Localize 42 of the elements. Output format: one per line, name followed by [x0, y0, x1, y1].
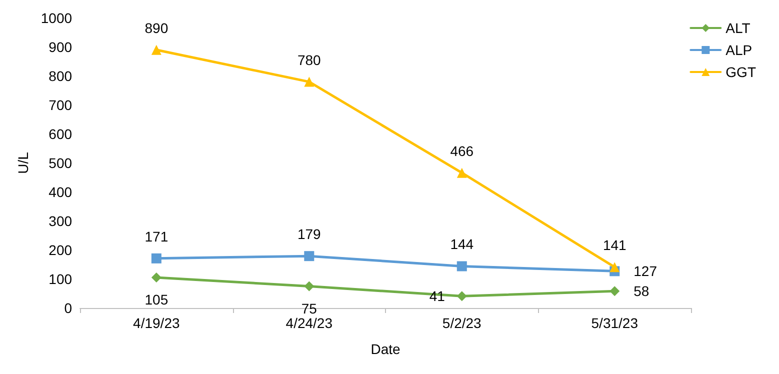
data-label: 127: [634, 263, 658, 280]
y-tick-label: 500: [48, 155, 72, 171]
legend-label: ALP: [726, 42, 752, 58]
legend-label: ALT: [726, 20, 751, 36]
y-tick-label: 200: [48, 242, 72, 258]
data-label: 780: [297, 52, 322, 68]
point: [610, 262, 620, 272]
data-label: 171: [144, 228, 168, 244]
data-label: 890: [144, 20, 168, 36]
y-tick-label: 900: [48, 39, 72, 55]
y-tick-label: 700: [48, 97, 72, 113]
point: [304, 281, 314, 292]
point: [151, 44, 162, 55]
data-label: 58: [634, 283, 650, 300]
point: [610, 286, 620, 296]
point: [151, 272, 162, 283]
x-tick-label: 5/31/23: [591, 315, 638, 331]
x-tick-label: 4/24/23: [286, 315, 333, 331]
y-tick-label: 600: [48, 126, 72, 142]
y-tick-label: 300: [48, 213, 72, 229]
data-label: 144: [450, 236, 474, 252]
legend-label: GGT: [726, 64, 756, 80]
y-tick-label: 400: [48, 184, 72, 200]
point: [304, 76, 314, 87]
point: [456, 291, 467, 302]
data-label: 105: [144, 292, 168, 308]
data-label: 466: [450, 142, 474, 159]
point: [456, 261, 467, 272]
x-tick-label: 5/2/23: [442, 315, 482, 331]
point: [456, 168, 467, 178]
point: [151, 253, 162, 264]
data-label: 141: [602, 237, 627, 254]
x-axis-title: Date: [370, 341, 401, 357]
data-label: 179: [297, 226, 322, 242]
point: [304, 251, 314, 262]
y-tick-label: 800: [48, 68, 72, 84]
data-label: 75: [301, 300, 318, 316]
y-axis-title: U/L: [15, 152, 31, 174]
x-tick-label: 4/19/23: [133, 315, 180, 331]
y-tick-label: 100: [48, 271, 72, 287]
y-tick-label: 1000: [40, 10, 72, 26]
y-tick-label: 0: [64, 300, 72, 316]
